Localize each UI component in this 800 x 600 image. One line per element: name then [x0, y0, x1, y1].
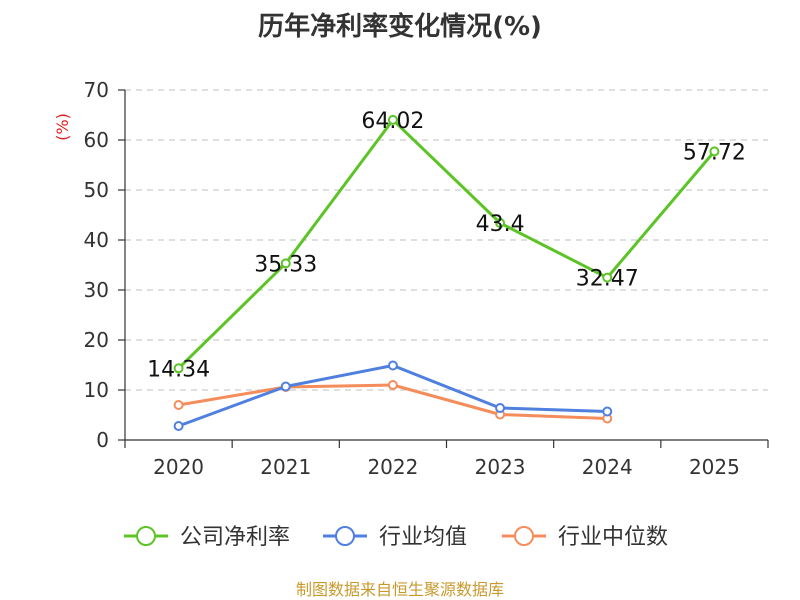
legend-item-0[interactable]: 公司净利率: [124, 525, 290, 550]
legend-item-2[interactable]: 行业中位数: [502, 525, 668, 550]
grid-lines: [125, 89, 768, 391]
data-point[interactable]: [495, 218, 506, 228]
data-point[interactable]: [387, 380, 398, 390]
data-label: 14.34: [147, 357, 210, 382]
y-tick-label: 40: [84, 228, 109, 252]
data-point[interactable]: [280, 258, 291, 269]
legend-marker: [514, 526, 534, 546]
x-tick-label: 2024: [582, 455, 633, 479]
data-point[interactable]: [602, 272, 613, 283]
y-tick-label: 30: [84, 278, 109, 302]
y-tick-label: 20: [84, 328, 109, 352]
data-point[interactable]: [602, 406, 613, 417]
data-point[interactable]: [173, 363, 184, 374]
data-point[interactable]: [709, 146, 720, 157]
legend-marker: [335, 526, 355, 546]
data-point[interactable]: [173, 421, 184, 431]
y-tick-label: 50: [84, 178, 109, 202]
data-point[interactable]: [280, 381, 291, 392]
data-label: 32.47: [576, 267, 639, 292]
axes: 0 10 20 30 40 50 60 70 2020 2021 2022 2023 2024 2025: [84, 78, 769, 479]
x-tick-label: 2020: [153, 455, 204, 479]
data-point[interactable]: [387, 360, 398, 371]
chart-title: 历年净利率变化情况(%): [258, 11, 542, 42]
data-label: 64.02: [361, 109, 424, 134]
source-note: 制图数据来自恒生聚源数据库: [296, 580, 504, 599]
legend[interactable]: 公司净利率 行业均值 行业中位数: [124, 525, 668, 550]
data-point[interactable]: [495, 403, 506, 413]
x-tick-label: 2022: [367, 455, 418, 479]
y-tick-label: 0: [96, 428, 109, 452]
y-tick-label: 60: [84, 128, 109, 152]
data-point[interactable]: [387, 114, 398, 125]
legend-label: 行业中位数: [558, 525, 668, 550]
y-axis-unit: (%): [53, 113, 72, 141]
x-tick-label: 2021: [260, 455, 311, 479]
series-lines: [173, 114, 720, 431]
legend-label: 公司净利率: [180, 525, 290, 550]
data-label: 35.33: [254, 252, 317, 277]
legend-label: 行业均值: [379, 525, 467, 550]
data-label: 43.4: [476, 212, 525, 237]
data-label: 57.72: [683, 140, 746, 165]
x-tick-label: 2025: [689, 455, 740, 479]
x-tick-label: 2023: [475, 455, 526, 479]
series-line-0: [177, 118, 716, 370]
data-point[interactable]: [173, 400, 184, 410]
y-tick-label: 10: [84, 378, 109, 402]
legend-marker: [136, 526, 156, 546]
data-labels: 14.34 35.33 64.02 43.4 32.47 57.72: [147, 109, 746, 382]
y-tick-label: 70: [84, 78, 109, 102]
legend-item-1[interactable]: 行业均值: [323, 525, 467, 550]
